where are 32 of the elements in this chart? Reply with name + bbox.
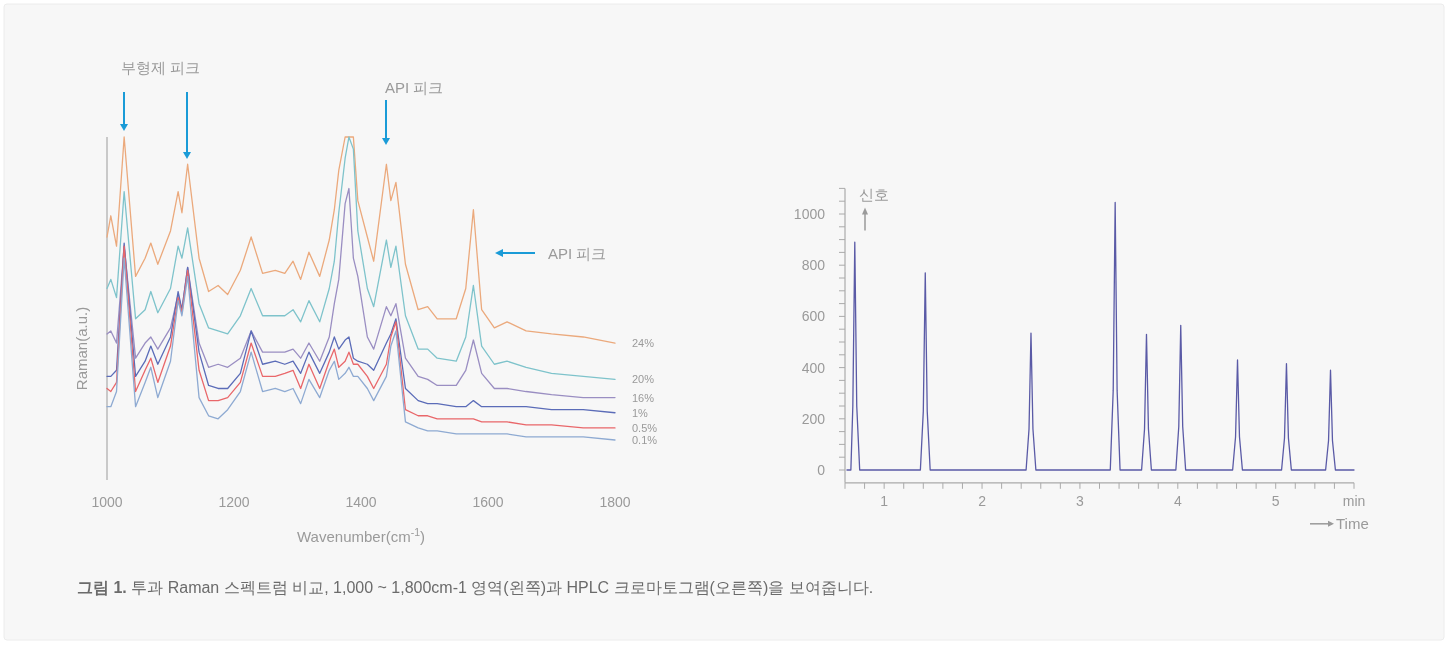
series-label: 16% (632, 391, 655, 404)
x-axis-title: Wavenumber(cm$^{-1}$) (297, 526, 425, 545)
series-label: 0.1% (632, 434, 658, 446)
y-axis-title: 신호 (859, 186, 889, 204)
series-label: 20% (632, 373, 655, 386)
caption: 그림 1. 투과 Raman 스펙트럼 비교, 1,000 ~ 1,800cm-1 영역(왼쪽)과 HPLC 크로마토그램(오른쪽)을 보여줍니다. (77, 579, 874, 596)
series-label: 1% (632, 406, 649, 419)
x-tick-label: 1 (880, 492, 889, 509)
x-tick-label: 1000 (91, 494, 123, 510)
y-tick-label: 600 (801, 308, 826, 325)
x-tick-label: 1800 (599, 494, 631, 510)
x-tick-label: 5 (1271, 492, 1280, 509)
y-tick-label: 400 (801, 359, 826, 376)
x-tick-label: 1200 (218, 494, 250, 510)
annotation: API 피크 (548, 245, 607, 262)
text: API 피크 (385, 79, 444, 96)
x-axis-title: Time (1336, 514, 1369, 532)
text: 부형제 피크 (121, 59, 201, 76)
x-tick-label: 1400 (345, 494, 377, 510)
x-tick-label: 3 (1076, 492, 1085, 509)
series-label: 0.5% (632, 421, 658, 434)
y-tick-label: 1000 (793, 206, 826, 222)
x-tick-label: 1600 (472, 494, 504, 510)
x-tick-label: 2 (978, 492, 987, 509)
line-series (846, 201, 1355, 471)
series-label: 24% (632, 337, 655, 350)
x-tick-label: min (1342, 492, 1366, 509)
y-tick-label: 200 (801, 410, 826, 427)
y-axis-title: Raman(a.u.) (73, 306, 90, 391)
x-tick-label: 4 (1173, 492, 1182, 509)
y-tick-label: 0 (817, 462, 826, 478)
y-tick-label: 800 (801, 257, 826, 274)
